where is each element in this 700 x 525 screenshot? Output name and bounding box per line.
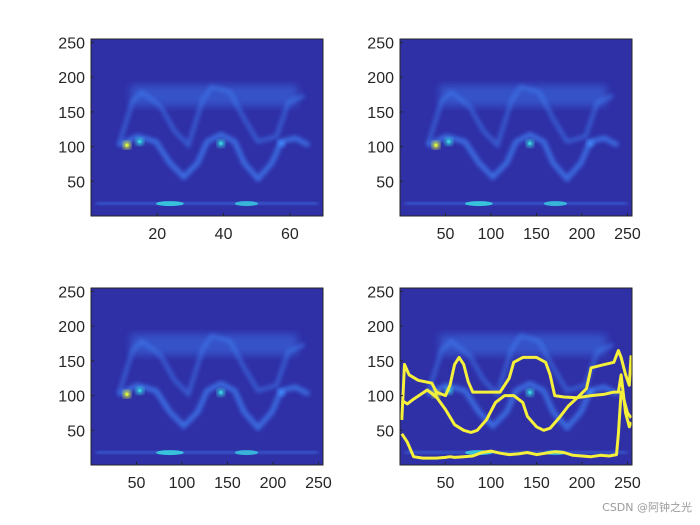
- axes-box: [90, 287, 324, 466]
- y-tick-label: 200: [367, 70, 394, 87]
- subplot-4: 50 100 150 200 250 50 100 150 200 250: [367, 284, 641, 492]
- x-tick-label: 100: [478, 226, 505, 243]
- y-tick-label: 150: [367, 105, 394, 122]
- tracked-ridge-line-3: [400, 390, 632, 460]
- watermark-text: CSDN @阿钟之光: [602, 501, 692, 514]
- x-tick-label: 250: [305, 475, 332, 492]
- y-tick-label: 250: [367, 35, 394, 52]
- x-tick-label: 40: [215, 226, 233, 243]
- y-tick-label: 50: [67, 423, 85, 440]
- y-tick-label: 150: [58, 354, 85, 371]
- y-tick-label: 50: [376, 174, 394, 191]
- x-tick-label: 200: [260, 475, 287, 492]
- x-tick-label: 250: [614, 475, 641, 492]
- x-tick-label: 200: [569, 475, 596, 492]
- spectrogram-background: [91, 288, 323, 465]
- subplot-3: 50 100 150 200 250 50 100 150 200 250: [58, 284, 332, 492]
- subplot-2: 50 100 150 200 250 50 100 150 200 250: [367, 35, 641, 243]
- y-tick-label: 100: [367, 140, 394, 157]
- y-tick-label: 150: [367, 354, 394, 371]
- tracked-ridge-line-2: [400, 373, 632, 434]
- x-tick-label: 100: [478, 475, 505, 492]
- spectrogram-background: [400, 288, 632, 465]
- x-tick-label: 100: [169, 475, 196, 492]
- y-tick-label: 200: [58, 70, 85, 87]
- x-tick-label: 250: [614, 226, 641, 243]
- y-tick-label: 50: [376, 423, 394, 440]
- axes-box: [90, 38, 324, 217]
- spectrogram-background: [400, 39, 632, 216]
- x-tick-label: 20: [148, 226, 166, 243]
- y-tick-label: 250: [367, 284, 394, 301]
- y-tick-label: 100: [58, 389, 85, 406]
- x-tick-label: 50: [437, 475, 455, 492]
- y-tick-label: 250: [58, 284, 85, 301]
- y-tick-label: 100: [367, 389, 394, 406]
- tracked-ridge-line-1: [400, 349, 632, 420]
- y-tick-label: 150: [58, 105, 85, 122]
- y-tick-label: 250: [58, 35, 85, 52]
- x-tick-label: 150: [523, 226, 550, 243]
- y-tick-label: 200: [58, 319, 85, 336]
- x-tick-label: 50: [437, 226, 455, 243]
- axes-box: [399, 38, 633, 217]
- spectrogram-texture: [95, 84, 319, 207]
- spectrogram-texture: [400, 333, 632, 460]
- x-tick-label: 50: [128, 475, 146, 492]
- x-tick-label: 200: [569, 226, 596, 243]
- axes-box: [399, 287, 633, 466]
- y-tick-label: 50: [67, 174, 85, 191]
- spectrogram-background: [91, 39, 323, 216]
- y-tick-label: 200: [367, 319, 394, 336]
- spectrogram-texture: [404, 84, 628, 207]
- y-tick-label: 100: [58, 140, 85, 157]
- subplot-1: 20 40 60 50 100 150 200 250: [58, 35, 324, 243]
- x-tick-label: 150: [523, 475, 550, 492]
- x-tick-label: 60: [281, 226, 299, 243]
- spectrogram-texture: [95, 333, 319, 456]
- x-tick-label: 150: [214, 475, 241, 492]
